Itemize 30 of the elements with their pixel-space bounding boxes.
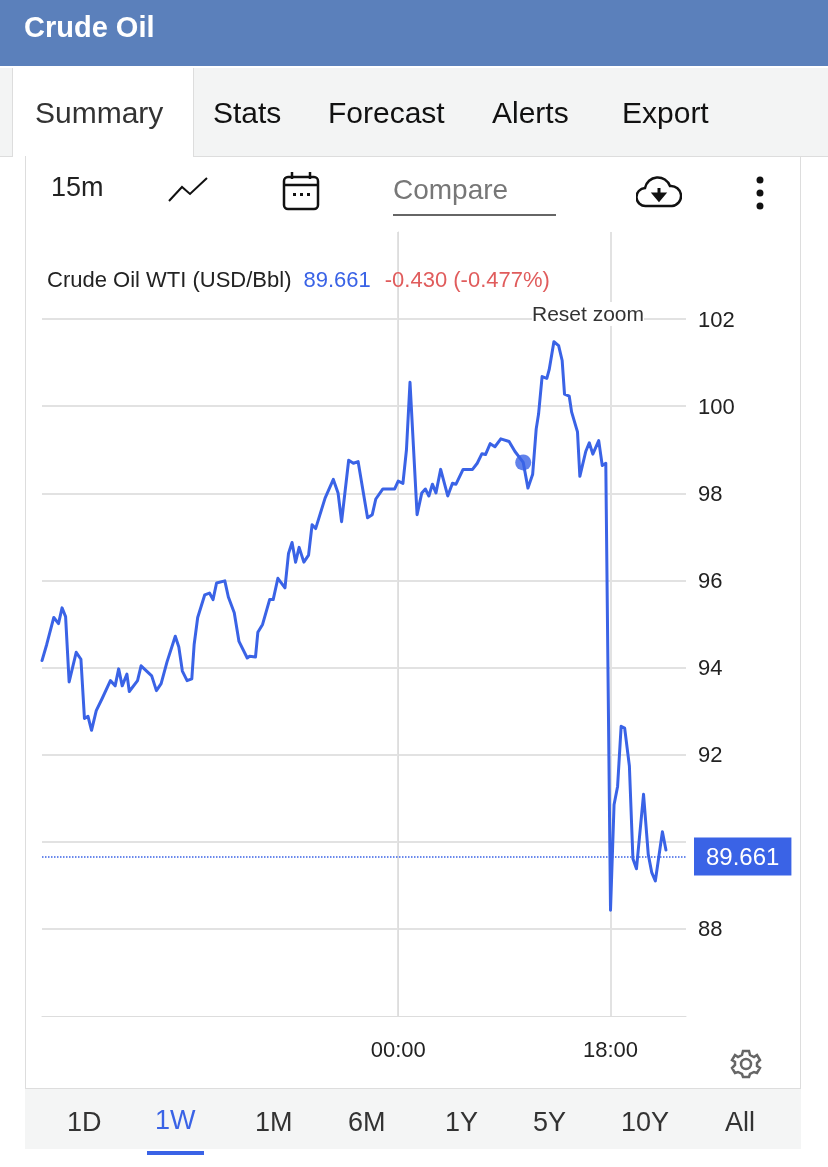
text: 10Y <box>621 1106 670 1139</box>
text: 5Y <box>533 1106 567 1139</box>
y-tick-label: 100 <box>698 393 735 419</box>
y-tick-label: 94 <box>698 655 723 681</box>
y-tick-label: 88 <box>698 916 723 942</box>
x-tick-label: 18:00 <box>582 1036 639 1062</box>
text: Forecast <box>328 95 445 131</box>
text: All <box>725 1106 756 1139</box>
text: 1M <box>255 1106 293 1139</box>
annotation: -0.430 (-0.477%) <box>384 267 550 292</box>
text: Export <box>622 95 709 131</box>
y-tick-label: 96 <box>698 567 723 593</box>
annotation: Crude Oil WTI (USD/Bbl) <box>47 267 292 292</box>
y-tick-label: 92 <box>698 742 723 768</box>
x-tick-label: 00:00 <box>370 1036 426 1062</box>
annotation: 89.661 <box>303 267 371 292</box>
text: 1Y <box>445 1106 479 1139</box>
text: 6M <box>348 1106 386 1139</box>
text: Stats <box>213 95 282 131</box>
text: Compare <box>393 174 556 216</box>
y-tick-label: 102 <box>698 306 735 332</box>
text: 15m <box>51 172 104 203</box>
annotation: Reset zoom <box>532 302 645 326</box>
text: Summary <box>12 68 194 157</box>
y-tick-label: 98 <box>698 480 723 506</box>
text: 1D <box>67 1106 102 1139</box>
chart-title: Crude Oil <box>0 0 828 66</box>
text: Alerts <box>492 95 569 131</box>
ref-line-label: 89.661 <box>706 843 780 871</box>
text: 1W <box>147 1089 204 1155</box>
